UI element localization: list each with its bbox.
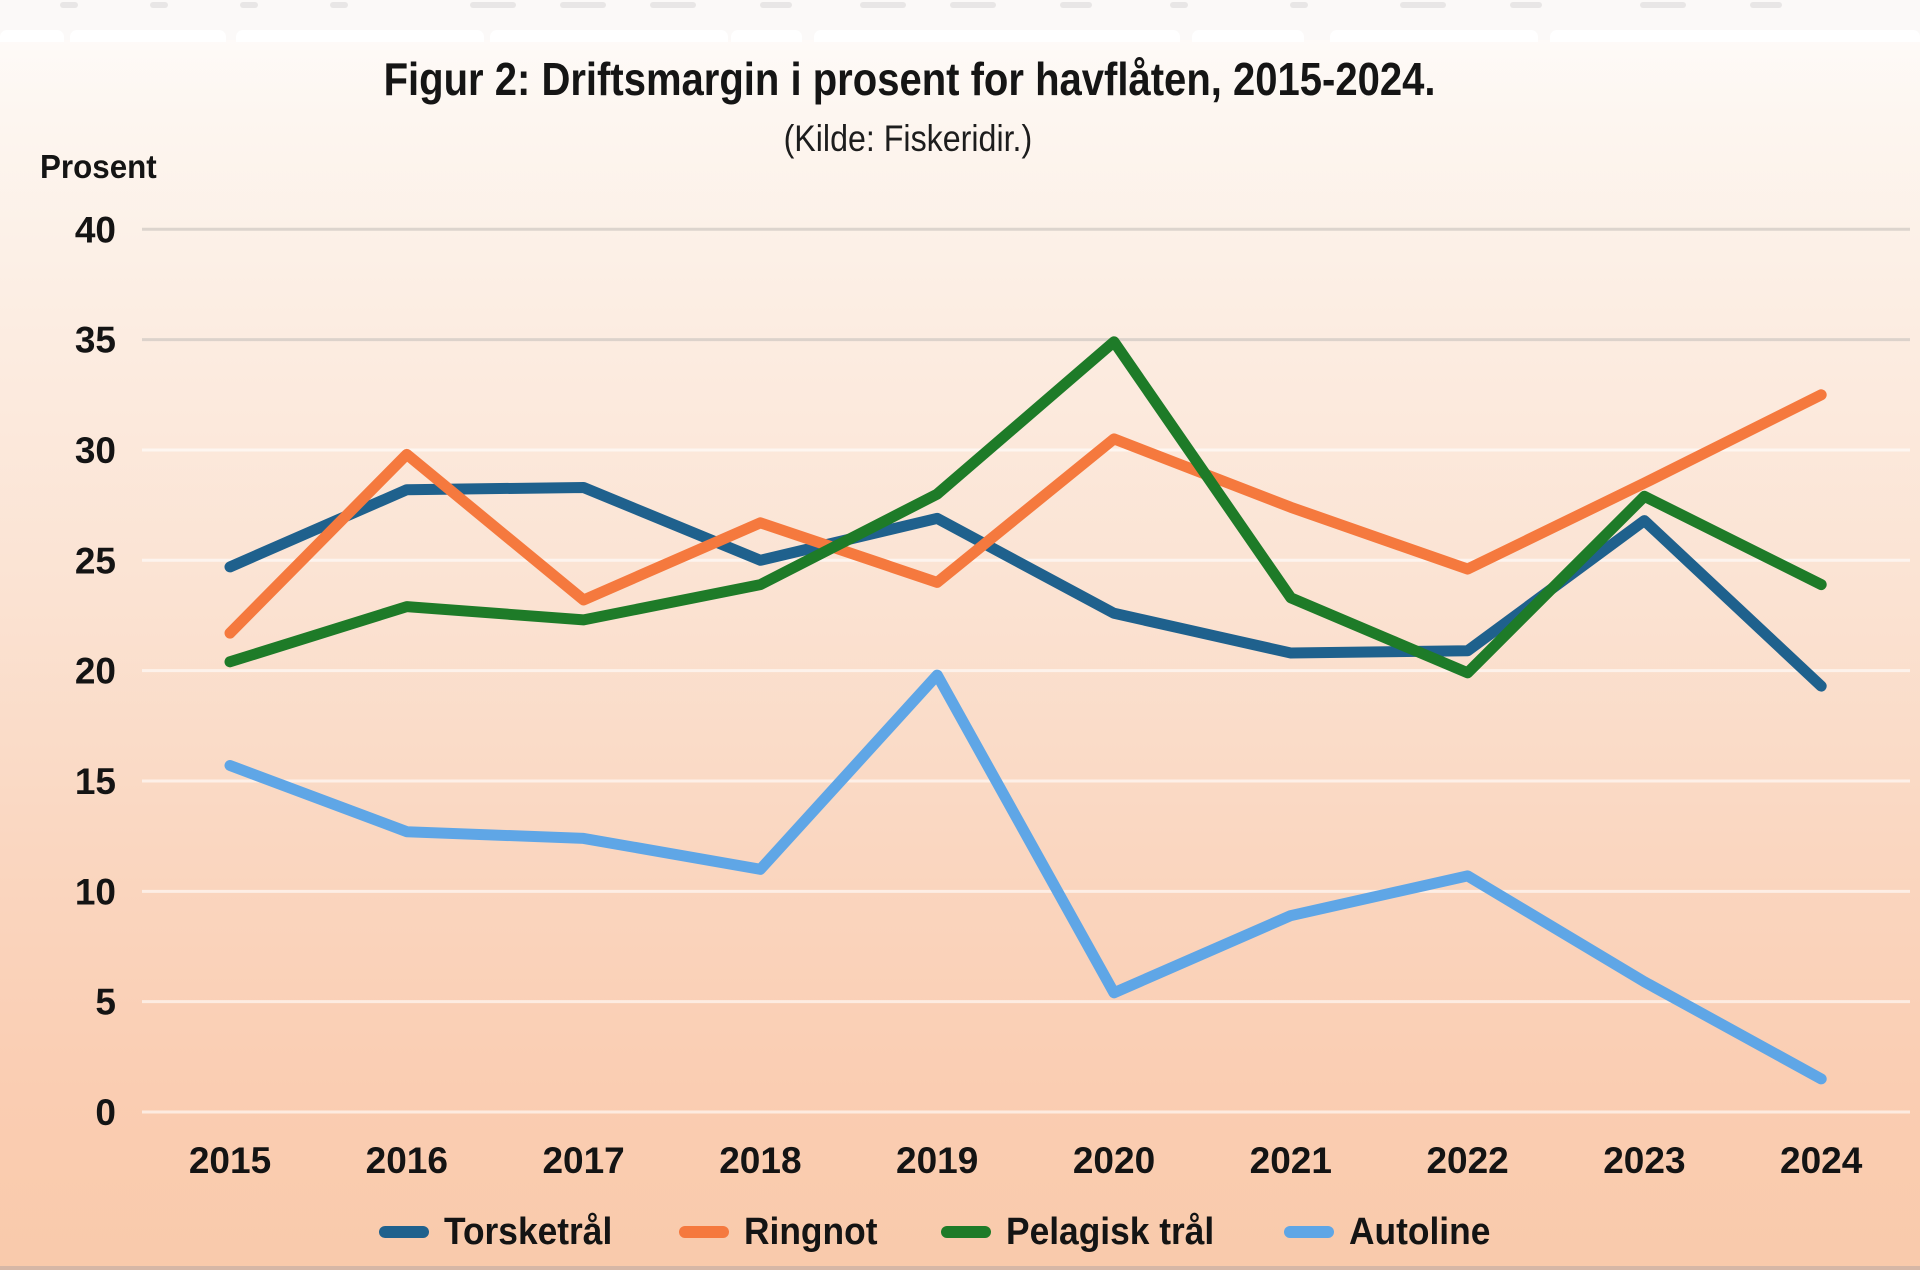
cropped-tab-artifact: [1330, 30, 1538, 42]
cropped-text-artifact: [150, 2, 168, 8]
x-tick-label-2015: 2015: [189, 1140, 271, 1181]
bottom-edge: [0, 1266, 1920, 1270]
y-tick-label-35: 35: [75, 320, 116, 361]
legend-marker-icon: [1284, 1226, 1335, 1238]
series-line-ringnot: [224, 389, 1827, 639]
series-line-autoline: [224, 669, 1827, 1085]
cropped-tab-artifact: [490, 30, 728, 42]
chart-title-text: Figur 2: Driftsmargin i prosent for havf…: [384, 53, 1436, 105]
cropped-text-artifact: [860, 2, 906, 8]
y-tick-label-0: 0: [95, 1092, 116, 1133]
legend-marker-icon: [678, 1226, 729, 1238]
y-tick-label-15: 15: [75, 761, 116, 802]
legend-item-ringnot: Ringnot: [678, 1210, 888, 1254]
legend: Torsketrål Ringnot Pelagisk trål Autoline: [0, 1204, 1880, 1260]
cropped-tab-artifact: [1192, 30, 1304, 42]
cropped-text-artifact: [560, 2, 606, 8]
x-tick-label-2019: 2019: [896, 1140, 978, 1181]
legend-item-torsketrål: Torsketrål: [378, 1210, 625, 1254]
legend-item-pelagisk-trål: Pelagisk trål: [941, 1211, 1230, 1254]
y-axis-title: Prosent: [40, 148, 157, 185]
cropped-text-artifact: [1060, 2, 1092, 8]
cropped-tab-artifact: [1550, 30, 1920, 42]
cropped-text-artifact: [1400, 2, 1446, 8]
legend-label: Torsketrål: [443, 1210, 613, 1253]
cropped-tab-artifact: [731, 30, 802, 42]
cropped-text-artifact: [650, 2, 696, 8]
cropped-text-artifact: [1290, 2, 1308, 8]
cropped-text-artifact: [760, 2, 792, 8]
legend-label: Ringnot: [743, 1210, 878, 1253]
y-tick-label-30: 30: [75, 430, 116, 471]
chart-subtitle-text: (Kilde: Fiskeridir.): [783, 118, 1033, 159]
legend-marker-icon: [378, 1226, 429, 1238]
chart-subtitle: (Kilde: Fiskeridir.): [0, 118, 1816, 160]
y-tick-label-25: 25: [75, 540, 116, 581]
cropped-text-artifact: [1640, 2, 1686, 8]
series-line-pelagisk-trål: [224, 336, 1827, 679]
top-strip: [0, 0, 1920, 42]
x-tick-label-2017: 2017: [542, 1140, 624, 1181]
y-tick-label-5: 5: [95, 982, 116, 1023]
x-tick-label-2023: 2023: [1603, 1140, 1685, 1181]
legend-marker-icon: [941, 1226, 992, 1238]
cropped-text-artifact: [60, 2, 78, 8]
y-tick-label-40: 40: [75, 209, 116, 250]
y-tick-label-20: 20: [75, 651, 116, 692]
legend-item-autoline: Autoline: [1284, 1211, 1501, 1254]
x-tick-label-2018: 2018: [719, 1140, 801, 1181]
y-tick-label-10: 10: [75, 871, 116, 912]
x-tick-label-2022: 2022: [1426, 1140, 1508, 1181]
cropped-text-artifact: [330, 2, 348, 8]
cropped-tab-artifact: [0, 30, 64, 42]
x-tick-label-2024: 2024: [1780, 1140, 1863, 1181]
cropped-text-artifact: [470, 2, 516, 8]
cropped-text-artifact: [1170, 2, 1188, 8]
cropped-text-artifact: [950, 2, 996, 8]
x-tick-label-2020: 2020: [1073, 1140, 1155, 1181]
cropped-text-artifact: [1510, 2, 1542, 8]
cropped-text-artifact: [240, 2, 258, 8]
cropped-tab-artifact: [70, 30, 226, 42]
cropped-tab-artifact: [236, 30, 484, 42]
legend-label: Autoline: [1349, 1210, 1491, 1253]
x-tick-label-2021: 2021: [1250, 1140, 1332, 1181]
legend-label: Pelagisk trål: [1006, 1210, 1215, 1253]
cropped-tab-artifact: [814, 30, 1180, 42]
cropped-text-artifact: [1750, 2, 1782, 8]
x-tick-label-2016: 2016: [366, 1140, 448, 1181]
chart-title: Figur 2: Driftsmargin i prosent for havf…: [0, 52, 1820, 106]
